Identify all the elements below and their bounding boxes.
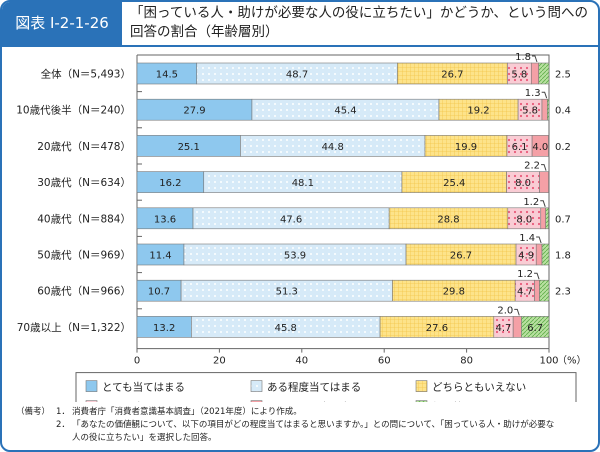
legend-swatch <box>85 400 98 402</box>
data-label: 51.3 <box>276 287 298 298</box>
data-label: 5.8 <box>522 106 538 117</box>
figure-header: 図表 I-2-1-26 「困っている人・助けが必要な人の役に立ちたい」かどうか、… <box>2 2 598 47</box>
category-label: 20歳代（N＝478） <box>37 141 131 153</box>
note-number: 1． <box>56 407 70 417</box>
category-label: 10歳代後半（N＝240） <box>16 104 131 117</box>
category-label: 全体（N＝5,493） <box>41 68 131 81</box>
data-label: 2.3 <box>555 287 571 298</box>
data-label: 6.1 <box>512 142 528 153</box>
data-label: 47.6 <box>280 214 302 225</box>
data-label: 0.2 <box>555 142 571 153</box>
data-label: 45.4 <box>334 106 356 117</box>
legend <box>75 372 577 402</box>
x-tick-label: 40 <box>295 356 308 367</box>
bar-segment <box>545 207 549 230</box>
x-tick-label: 80 <box>460 356 473 367</box>
bar-segment <box>534 279 540 302</box>
category-label: 60歳代（N＝966） <box>37 286 131 298</box>
data-label: 2.2 <box>524 161 540 172</box>
legend-swatch <box>250 400 263 402</box>
data-label: 11.4 <box>149 251 171 262</box>
data-label: 13.2 <box>153 323 175 334</box>
bar-segment <box>538 62 550 85</box>
data-label: 0.7 <box>555 214 571 225</box>
data-label: 1.2 <box>517 269 533 280</box>
data-label: 26.7 <box>450 251 472 262</box>
category-label: 50歳代（N＝969） <box>37 250 131 262</box>
data-label: 8.0 <box>516 214 532 225</box>
figure-title: 「困っている人・助けが必要な人の役に立ちたい」かどうか、という問への回答の割合（… <box>130 5 589 40</box>
data-label: 44.8 <box>322 142 344 153</box>
figure-number: 図表 I-2-1-26 <box>2 2 122 45</box>
data-label: 1.2 <box>523 197 539 208</box>
note-text: 消費者庁「消費者意識基本調査」（2021年度）により作成。 <box>72 407 302 417</box>
legend-swatch <box>250 380 263 392</box>
legend-label: ある程度当てはまる <box>267 381 361 394</box>
note-text: 「あなたの価値観について、以下の項目がどの程度当てはまると思いますか。」との問に… <box>72 420 555 443</box>
data-label: 1.8 <box>555 251 571 262</box>
bar-segment <box>541 243 550 266</box>
data-label: 10.7 <box>148 287 170 298</box>
data-label: 48.7 <box>286 70 308 81</box>
stacked-bar-chart: 0 20 40 60 80 100（%） 全体（N＝5,493） 14.5 48.7 26.7 5.… <box>16 52 587 402</box>
bar-segment <box>547 98 550 121</box>
notes-label: （備考） <box>16 407 51 417</box>
legend-label: 無回答 <box>432 401 464 402</box>
x-tick-label: 20 <box>213 356 226 367</box>
data-label: 19.2 <box>467 106 489 117</box>
data-label: 5.8 <box>511 70 527 81</box>
data-label: 53.9 <box>284 251 306 262</box>
data-label: 0.4 <box>555 106 571 117</box>
data-label: 1.3 <box>525 88 541 99</box>
legend-label: どちらともいえない <box>432 382 526 394</box>
legend-label: あまり当てはまらない <box>102 401 207 402</box>
legend-label: とても当てはまる <box>102 381 185 394</box>
data-label: 14.5 <box>156 70 178 81</box>
data-label: 27.6 <box>426 323 448 334</box>
data-label: 4.9 <box>518 251 534 262</box>
data-label: 2.5 <box>555 70 571 81</box>
bar-segment <box>530 62 539 85</box>
data-label: 29.8 <box>443 287 465 298</box>
legend-swatch <box>415 400 428 402</box>
bar-segment <box>512 316 522 338</box>
data-label: 19.9 <box>455 142 477 153</box>
legend-swatch <box>85 380 98 392</box>
bar-segment <box>539 171 549 193</box>
data-label: 48.1 <box>292 178 314 189</box>
x-tick-label: 100 <box>539 356 558 367</box>
data-label: 4.7 <box>496 323 512 334</box>
data-label: 45.8 <box>275 323 297 334</box>
category-label: 40歳代（N＝884） <box>37 213 131 225</box>
data-label: 16.2 <box>159 178 181 189</box>
data-label: 28.8 <box>437 214 459 225</box>
data-label: 27.9 <box>183 106 205 117</box>
data-label: 25.1 <box>178 142 200 153</box>
x-tick-label: 60 <box>378 356 391 367</box>
bar-segment <box>535 243 543 266</box>
note-number: 2． <box>56 420 70 430</box>
data-label: 13.6 <box>154 214 176 225</box>
x-unit: （%） <box>557 355 587 367</box>
legend-swatch <box>415 380 428 392</box>
data-label: 8.0 <box>515 178 531 189</box>
data-label: 1.4 <box>519 233 535 244</box>
data-label: 2.0 <box>497 305 513 316</box>
legend-label: ほとんど・全く当てはまらない <box>267 401 413 402</box>
bar-segment <box>521 316 550 338</box>
bar-segment <box>540 207 547 230</box>
bar-segment <box>541 98 548 121</box>
x-tick-label: 0 <box>134 356 140 367</box>
data-label: 4.7 <box>517 287 533 298</box>
data-label: 6.7 <box>527 323 543 334</box>
data-label: 26.7 <box>441 70 463 81</box>
footnotes: （備考） 1． 消費者庁「消費者意識基本調査」（2021年度）により作成。 2． 「あ… <box>16 406 562 445</box>
data-label: 4.0 <box>532 142 548 153</box>
bar-segment <box>539 279 550 302</box>
category-label: 30歳代（N＝634） <box>37 177 131 189</box>
category-label: 70歳以上（N＝1,322） <box>17 322 131 334</box>
data-label: 1.8 <box>515 52 531 63</box>
data-label: 25.4 <box>443 178 465 189</box>
